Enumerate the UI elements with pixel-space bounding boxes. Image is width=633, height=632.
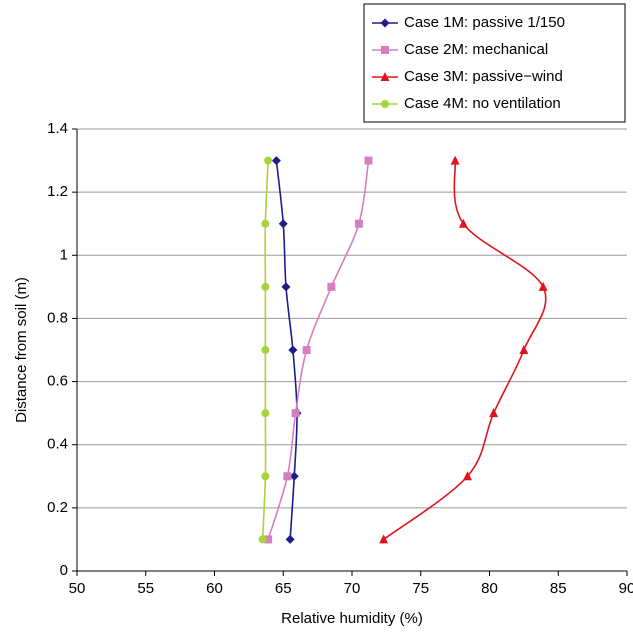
y-tick-label: 0.8 (47, 309, 68, 326)
marker (264, 535, 273, 544)
marker (354, 219, 363, 228)
marker (271, 156, 281, 166)
marker (258, 535, 267, 544)
marker (463, 471, 472, 481)
marker (261, 409, 270, 418)
marker (380, 72, 390, 81)
x-tick-label: 60 (206, 580, 223, 597)
y-axis-label: Distance from soil (m) (13, 277, 30, 423)
y-tick-label: 0.2 (47, 499, 68, 516)
x-tick-label: 50 (69, 580, 86, 597)
marker (261, 282, 270, 291)
y-tick-label: 1.2 (47, 183, 68, 200)
legend-label: Case 1M: passive 1/150 (404, 14, 565, 31)
marker (364, 156, 373, 165)
marker (458, 218, 468, 228)
marker (264, 156, 273, 165)
marker (288, 345, 298, 355)
legend-label: Case 4M: no ventilation (404, 95, 561, 112)
marker (285, 534, 295, 544)
marker (283, 472, 292, 481)
marker (281, 282, 291, 292)
x-tick-label: 85 (550, 580, 567, 597)
marker (302, 346, 311, 354)
legend-box (363, 3, 626, 123)
marker (291, 409, 300, 418)
x-tick-label: 65 (275, 580, 292, 597)
marker (381, 46, 389, 54)
x-tick-label: 55 (137, 580, 154, 597)
marker (289, 471, 299, 481)
marker (261, 346, 270, 354)
legend-label: Case 2M: mechanical (404, 41, 548, 58)
marker (278, 219, 288, 229)
y-tick-label: 1.4 (47, 120, 68, 137)
marker (261, 219, 270, 228)
x-tick-label: 70 (344, 580, 361, 597)
y-tick-label: 1 (60, 246, 68, 263)
y-tick-label: 0.4 (47, 436, 68, 453)
x-tick-label: 75 (412, 580, 429, 597)
legend-label: Case 3M: passive−wind (404, 68, 563, 85)
x-tick-label: 80 (481, 580, 498, 597)
marker (489, 408, 499, 418)
x-tick-label: 90 (619, 580, 633, 597)
marker (379, 534, 389, 544)
y-tick-label: 0.6 (47, 373, 68, 390)
marker (381, 100, 389, 108)
marker (538, 281, 548, 291)
marker (261, 472, 270, 481)
marker (327, 282, 336, 291)
marker (380, 18, 390, 28)
x-axis-label: Relative humidity (%) (281, 610, 423, 627)
y-tick-label: 0 (60, 562, 68, 579)
marker (519, 345, 529, 354)
marker (450, 155, 460, 165)
